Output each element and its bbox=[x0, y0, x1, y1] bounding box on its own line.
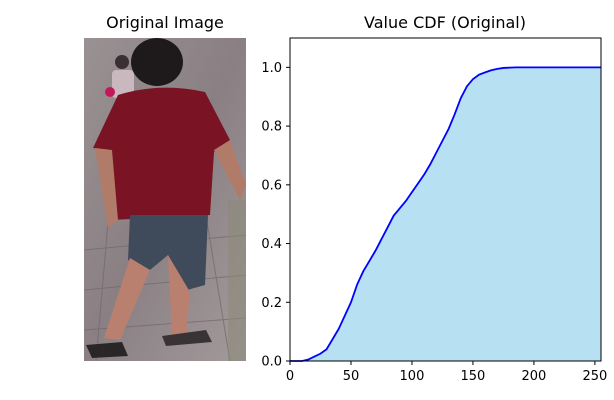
cdf-area bbox=[290, 67, 601, 362]
original-image bbox=[84, 38, 246, 361]
y-tick-label: 0.0 bbox=[261, 355, 282, 370]
y-axis: 0.0 0.2 0.4 0.6 0.8 1.0 bbox=[261, 61, 290, 370]
cdf-plot: 0 50 100 150 200 250 0.0 0.2 0.4 0.6 0.8 1.0 bbox=[261, 37, 607, 384]
x-tick-label: 50 bbox=[343, 369, 360, 384]
person-walking-photo-icon bbox=[84, 38, 246, 361]
x-axis: 0 50 100 150 200 250 bbox=[286, 361, 607, 384]
y-tick-label: 0.4 bbox=[261, 237, 282, 252]
x-tick-label: 200 bbox=[522, 369, 547, 384]
chart-title: Value CDF (Original) bbox=[364, 13, 526, 32]
x-tick-label: 0 bbox=[286, 369, 294, 384]
x-tick-label: 150 bbox=[461, 369, 486, 384]
cdf-line bbox=[290, 66, 601, 362]
left-panel-title: Original Image bbox=[106, 13, 224, 32]
plot-frame bbox=[289, 37, 602, 362]
y-tick-label: 1.0 bbox=[261, 61, 282, 76]
x-tick-label: 250 bbox=[582, 369, 607, 384]
x-tick-label: 100 bbox=[400, 369, 425, 384]
y-tick-label: 0.6 bbox=[261, 178, 282, 193]
y-tick-label: 0.8 bbox=[261, 120, 282, 135]
y-tick-label: 0.2 bbox=[261, 296, 282, 311]
